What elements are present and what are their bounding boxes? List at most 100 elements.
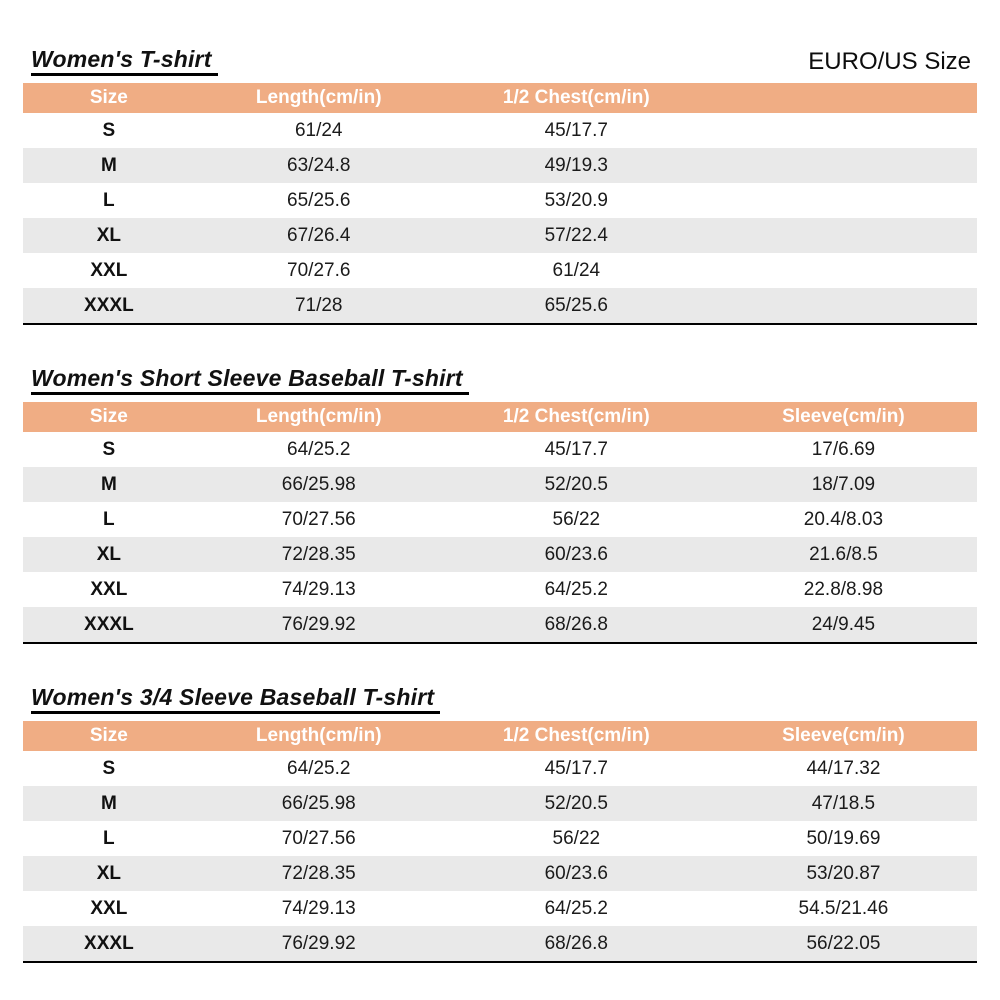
measurement-cell: [710, 113, 977, 148]
size-cell: S: [102, 757, 116, 779]
unit-system-label: EURO/US Size: [808, 48, 971, 75]
size-cell: XXXL: [84, 613, 134, 635]
size-cell: XL: [96, 543, 121, 565]
table-row: XL 67/26.4 57/22.4: [23, 218, 977, 253]
measurement-cell: 65/25.6: [287, 189, 351, 211]
measurement-cell: 76/29.92: [281, 613, 356, 635]
column-header: Size: [23, 721, 195, 751]
measurement-cell: 57/22.4: [544, 224, 608, 246]
measurement-cell: 17/6.69: [811, 438, 876, 460]
measurement-cell: 74/29.13: [281, 897, 356, 919]
measurement-cell: 64/25.2: [544, 897, 608, 919]
measurement-cell: 70/27.56: [281, 827, 356, 849]
size-table-three-quarter-sleeve-baseball-tshirt: Size Length(cm/in) 1/2 Chest(cm/in) Sleeve(…: [23, 721, 977, 963]
measurement-cell: 56/22.05: [806, 932, 881, 954]
size-cell: M: [100, 792, 117, 814]
section-header-short-sleeve: Women's Short Sleeve Baseball T-shirt: [23, 365, 977, 395]
measurement-cell: 53/20.9: [544, 189, 608, 211]
measurement-cell: 60/23.6: [544, 862, 608, 884]
measurement-cell: 64/25.2: [287, 757, 351, 779]
measurement-cell: [710, 183, 977, 218]
table-row: L 65/25.6 53/20.9: [23, 183, 977, 218]
measurement-cell: [710, 253, 977, 288]
column-header: Length(cm/in): [194, 721, 443, 751]
measurement-cell: [710, 288, 977, 324]
measurement-cell: 45/17.7: [544, 119, 608, 141]
table-header-row: Size Length(cm/in) 1/2 Chest(cm/in) Sleeve(…: [23, 402, 977, 432]
table-header-row: Size Length(cm/in) 1/2 Chest(cm/in) Sleeve(…: [23, 721, 977, 751]
table-row: XXXL 76/29.92 68/26.8 24/9.45: [23, 607, 977, 643]
table-row: S 64/25.2 45/17.7 44/17.32: [23, 751, 977, 786]
measurement-cell: 56/22: [552, 827, 601, 849]
table-row: S 64/25.2 45/17.7 17/6.69: [23, 432, 977, 467]
measurement-cell: 49/19.3: [544, 154, 608, 176]
column-header: 1/2 Chest(cm/in): [442, 721, 710, 751]
measurement-cell: 70/27.6: [287, 259, 351, 281]
measurement-cell: 45/17.7: [544, 757, 608, 779]
measurement-cell: 47/18.5: [811, 792, 876, 814]
measurement-cell: 63/24.8: [287, 154, 351, 176]
table-row: M 66/25.98 52/20.5 47/18.5: [23, 786, 977, 821]
size-cell: L: [103, 189, 115, 211]
column-header: Size: [23, 83, 195, 113]
table-row: XXXL 71/28 65/25.6: [23, 288, 977, 324]
size-cell: XXL: [90, 897, 128, 919]
measurement-cell: [710, 148, 977, 183]
measurement-cell: 53/20.87: [806, 862, 881, 884]
table-row: XL 72/28.35 60/23.6 21.6/8.5: [23, 537, 977, 572]
size-cell: XL: [96, 224, 121, 246]
column-header: Length(cm/in): [194, 402, 443, 432]
measurement-cell: 76/29.92: [281, 932, 356, 954]
size-cell: XXL: [90, 578, 128, 600]
measurement-cell: 61/24: [552, 259, 601, 281]
size-cell: XXXL: [84, 932, 134, 954]
measurement-cell: 66/25.98: [281, 473, 356, 495]
measurement-cell: 64/25.2: [287, 438, 351, 460]
table-row: XL 72/28.35 60/23.6 53/20.87: [23, 856, 977, 891]
measurement-cell: 44/17.32: [806, 757, 881, 779]
size-table-womens-tshirt: Size Length(cm/in) 1/2 Chest(cm/in) S 61/24 4…: [23, 83, 977, 325]
column-header: Size: [23, 402, 195, 432]
measurement-cell: 20.4/8.03: [803, 508, 884, 530]
measurement-cell: 71/28: [294, 294, 343, 316]
column-header: Length(cm/in): [194, 83, 443, 113]
column-header: 1/2 Chest(cm/in): [442, 402, 710, 432]
measurement-cell: 45/17.7: [544, 438, 608, 460]
size-cell: M: [100, 473, 117, 495]
measurement-cell: 74/29.13: [281, 578, 356, 600]
size-table-short-sleeve-baseball-tshirt: Size Length(cm/in) 1/2 Chest(cm/in) Sleeve(…: [23, 402, 977, 644]
table-row: XXL 74/29.13 64/25.2 54.5/21.46: [23, 891, 977, 926]
table-row: XXL 74/29.13 64/25.2 22.8/8.98: [23, 572, 977, 607]
size-cell: S: [102, 438, 116, 460]
section-title-short-sleeve-baseball-tshirt: Women's Short Sleeve Baseball T-shirt: [31, 365, 469, 395]
measurement-cell: 52/20.5: [544, 473, 608, 495]
page-header: Women's T-shirt EURO/US Size: [23, 46, 977, 76]
table-row: L 70/27.56 56/22 50/19.69: [23, 821, 977, 856]
size-cell: XL: [96, 862, 121, 884]
column-header: [709, 83, 977, 113]
column-header: Sleeve(cm/in): [709, 721, 977, 751]
measurement-cell: 72/28.35: [281, 862, 356, 884]
measurement-cell: 68/26.8: [544, 613, 608, 635]
size-cell: S: [102, 119, 116, 141]
size-cell: L: [103, 827, 115, 849]
section-title-womens-tshirt: Women's T-shirt: [31, 46, 218, 76]
measurement-cell: 67/26.4: [287, 224, 351, 246]
table-row: L 70/27.56 56/22 20.4/8.03: [23, 502, 977, 537]
measurement-cell: 68/26.8: [544, 932, 608, 954]
measurement-cell: 21.6/8.5: [809, 543, 878, 565]
column-header: Sleeve(cm/in): [709, 402, 977, 432]
measurement-cell: 72/28.35: [281, 543, 356, 565]
table-row: XXXL 76/29.92 68/26.8 56/22.05: [23, 926, 977, 962]
section-header-three-quarter-sleeve: Women's 3/4 Sleeve Baseball T-shirt: [23, 684, 977, 714]
table-row: M 63/24.8 49/19.3: [23, 148, 977, 183]
size-cell: M: [100, 154, 117, 176]
measurement-cell: 70/27.56: [281, 508, 356, 530]
measurement-cell: 50/19.69: [806, 827, 881, 849]
measurement-cell: 56/22: [552, 508, 601, 530]
table-row: S 61/24 45/17.7: [23, 113, 977, 148]
measurement-cell: 22.8/8.98: [803, 578, 884, 600]
column-header: 1/2 Chest(cm/in): [442, 83, 710, 113]
size-cell: XXXL: [84, 294, 134, 316]
